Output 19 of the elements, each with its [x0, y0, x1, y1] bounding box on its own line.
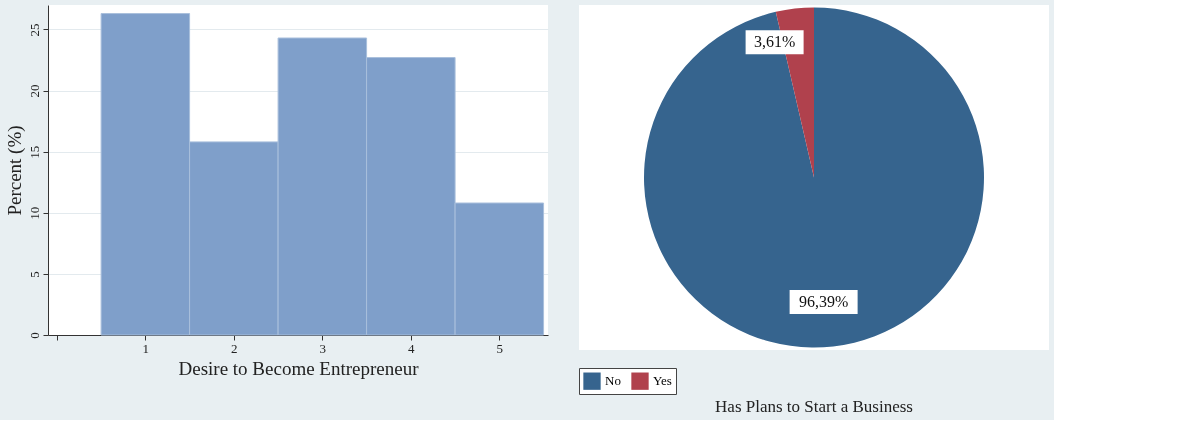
y-tick-label: 5: [26, 271, 42, 278]
x-axis-title: Desire to Become Entrepreneur: [178, 357, 420, 379]
x-tick-label: 4: [408, 340, 416, 356]
data-label: 96,39%: [798, 292, 849, 310]
data-label: 3,61%: [753, 33, 796, 51]
legend-label: Yes: [653, 373, 672, 389]
x-tick-label: 3: [319, 340, 327, 356]
y-tick-label: 10: [26, 206, 42, 220]
y-tick-label: 20: [26, 84, 42, 98]
text: Has Plans to Start a Business: [715, 396, 913, 416]
y-tick-label: 15: [26, 145, 42, 159]
x-tick-label: 1: [142, 340, 150, 356]
legend-label: No: [605, 373, 621, 389]
x-tick-label: 5: [496, 340, 504, 356]
y-axis-title: Percent (%): [3, 125, 26, 216]
y-tick-label: 0: [26, 332, 42, 339]
x-tick-label: 2: [231, 340, 238, 356]
pie-slice: [644, 7, 984, 348]
y-tick-label: 25: [26, 23, 42, 37]
